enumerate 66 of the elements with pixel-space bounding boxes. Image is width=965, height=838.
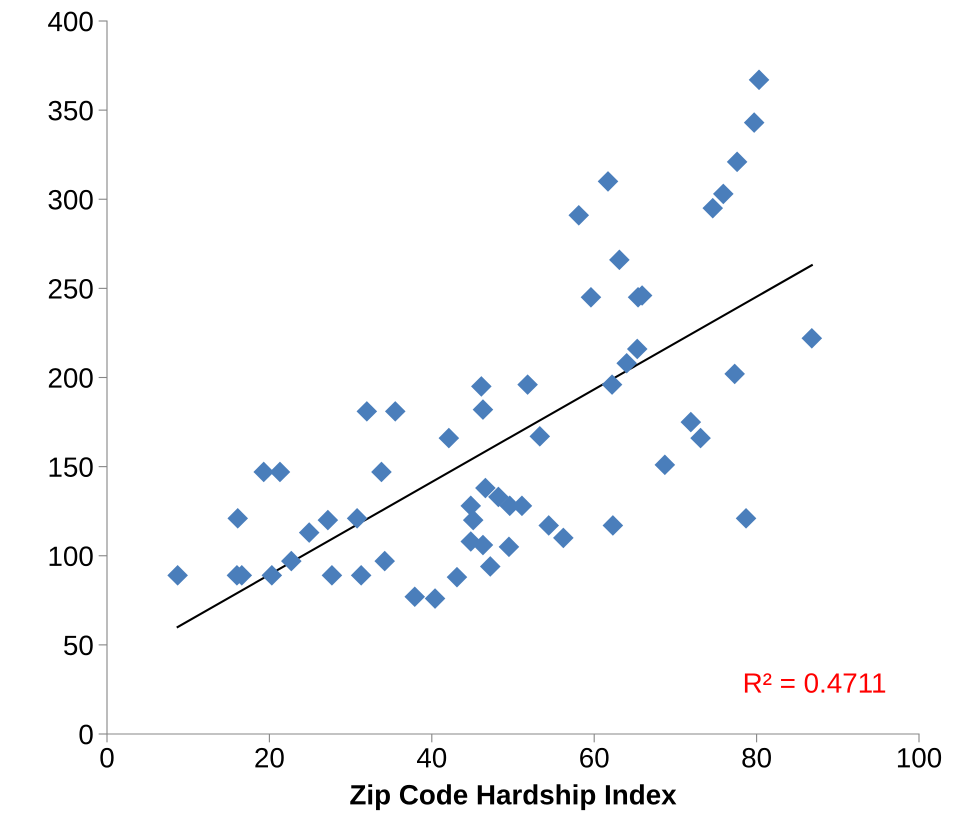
point [262, 565, 282, 586]
y-tick-label: 250 [48, 279, 93, 299]
point [270, 462, 290, 482]
point [616, 352, 637, 374]
point [680, 412, 702, 432]
point [346, 508, 368, 529]
y-tick-label: 350 [48, 100, 93, 120]
point [356, 401, 378, 422]
point [281, 550, 302, 572]
point [462, 510, 484, 530]
x-tick-label: 20 [255, 748, 284, 768]
point [517, 374, 538, 395]
point [702, 198, 724, 218]
point [446, 566, 468, 588]
point [227, 508, 248, 529]
point [602, 374, 622, 395]
point [724, 364, 745, 384]
point [654, 454, 676, 476]
point [480, 556, 501, 577]
point [424, 588, 446, 609]
y-tick-label: 400 [48, 12, 93, 32]
point [736, 508, 756, 529]
point [460, 496, 482, 516]
point [602, 515, 624, 536]
y-tick-label: 50 [64, 636, 93, 656]
point [726, 152, 748, 172]
point [318, 510, 338, 530]
point [498, 536, 520, 558]
y-tick-label: 150 [50, 457, 93, 477]
point [472, 399, 494, 420]
point [298, 522, 320, 543]
point [538, 515, 560, 536]
y-tick-label: 200 [48, 368, 93, 388]
annotation: R² = 0.4711 [744, 673, 886, 693]
point [374, 550, 396, 572]
point [713, 184, 734, 204]
point [404, 586, 426, 608]
x-tick-label: 60 [580, 748, 609, 768]
y-tick-label: 300 [48, 190, 93, 210]
point [690, 428, 711, 448]
point [744, 112, 764, 133]
point [488, 486, 509, 508]
point [350, 565, 372, 586]
point [626, 338, 648, 360]
point [580, 286, 602, 308]
point [384, 401, 406, 422]
point [471, 376, 492, 397]
point [748, 70, 770, 90]
x-tick-label: 80 [742, 748, 771, 768]
point [529, 426, 550, 447]
x-tick-label: 0 [100, 748, 114, 768]
x-axis-title: Zip Code Hardship Index [350, 784, 676, 810]
point [371, 462, 392, 482]
point [438, 428, 460, 448]
point [609, 250, 630, 270]
point [322, 565, 342, 586]
x-tick-label: 40 [416, 748, 446, 768]
x-tick-label: 100 [898, 748, 942, 768]
point [802, 328, 822, 349]
point [167, 565, 188, 586]
point [553, 528, 574, 548]
point [598, 171, 618, 192]
point [568, 204, 590, 226]
y-tick-label: 100 [50, 546, 93, 566]
point [475, 478, 496, 498]
y-tick-label: 0 [79, 724, 93, 744]
